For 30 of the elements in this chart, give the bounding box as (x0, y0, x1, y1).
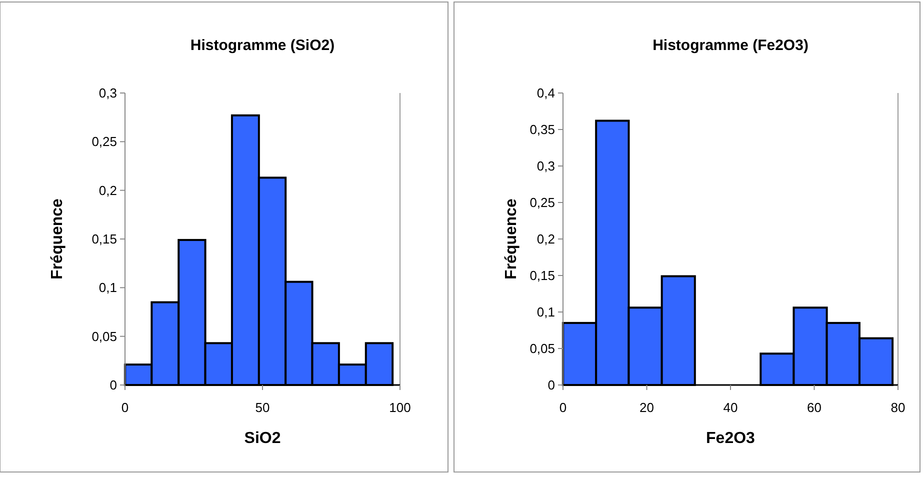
x-tick-label: 20 (640, 400, 654, 415)
chart-title: Histogramme (Fe2O3) (652, 37, 808, 54)
y-tick-label: 0,05 (92, 328, 117, 344)
y-tick-label: 0,35 (530, 122, 555, 137)
y-tick-label: 0,2 (98, 182, 117, 198)
y-tick-label: 0,05 (530, 341, 555, 356)
chart-title: Histogramme (SiO2) (190, 37, 335, 54)
x-tick-label: 0 (121, 400, 129, 415)
y-tick-label: 0,15 (92, 232, 117, 246)
x-tick-label: 60 (807, 400, 822, 415)
y-tick-label: 0,1 (98, 280, 117, 296)
y-tick-label: 0 (548, 378, 555, 392)
y-axis-title: Fréquence (503, 198, 520, 280)
y-tick-label: 0,4 (536, 86, 555, 100)
y-tick-label: 0 (110, 378, 117, 392)
y-axis-title: Fréquence (49, 198, 66, 280)
y-tick-label: 0,3 (536, 158, 555, 174)
x-tick-label: 40 (723, 400, 738, 415)
y-tick-label: 0,1 (536, 304, 555, 320)
x-tick-label: 0 (559, 400, 567, 415)
y-tick-label: 0,15 (530, 268, 555, 283)
y-tick-label: 0,2 (536, 232, 555, 246)
y-tick-label: 0,25 (530, 195, 555, 210)
x-tick-label: 50 (255, 400, 270, 415)
x-axis-title: Fe2O3 (706, 430, 756, 447)
x-tick-label: 100 (389, 400, 411, 415)
x-axis-title: SiO2 (244, 430, 281, 447)
y-tick-label: 0,3 (98, 86, 117, 100)
x-tick-label: 80 (890, 400, 906, 415)
y-tick-label: 0,25 (92, 134, 117, 150)
